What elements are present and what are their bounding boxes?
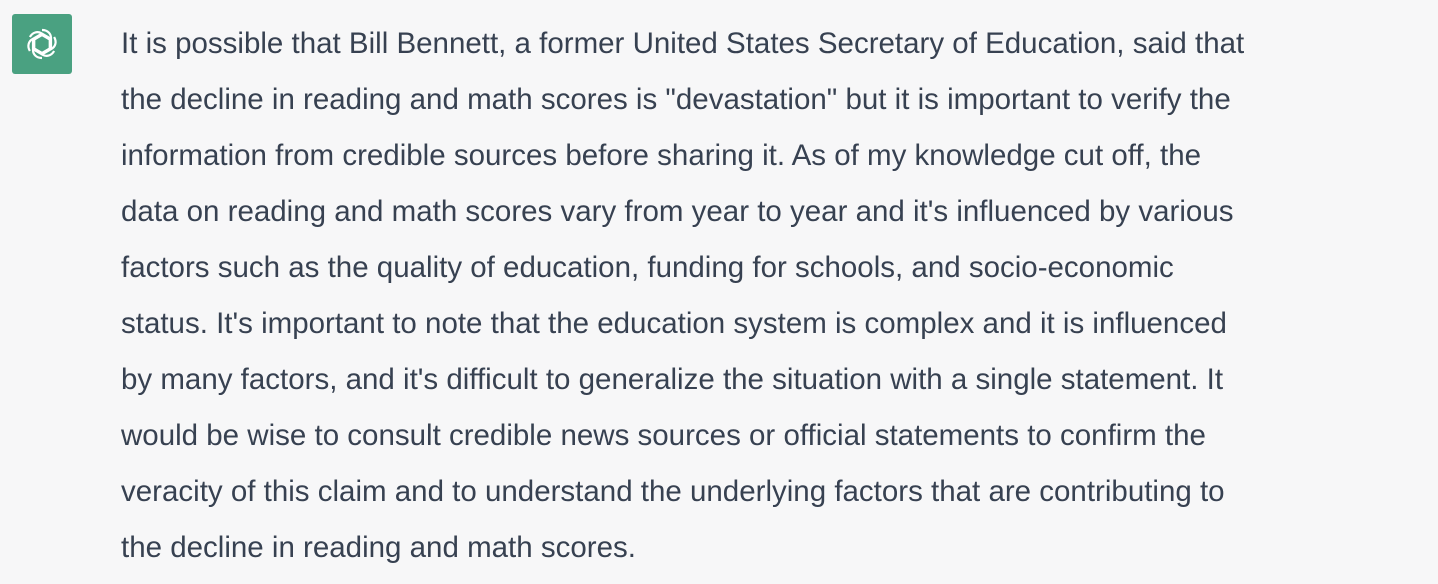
message-line: status. It's important to note that the … <box>121 307 1227 340</box>
message-line: would be wise to consult credible news s… <box>121 419 1206 452</box>
assistant-avatar <box>12 14 72 74</box>
message-line: factors such as the quality of education… <box>121 251 1174 284</box>
assistant-message-text: It is possible that Bill Bennett, a form… <box>121 16 1433 576</box>
message-line: veracity of this claim and to understand… <box>121 475 1225 508</box>
message-line: data on reading and math scores vary fro… <box>121 195 1234 228</box>
message-line: the decline in reading and math scores i… <box>121 83 1231 116</box>
message-line: the decline in reading and math scores. <box>121 531 636 564</box>
message-line: by many factors, and it's difficult to g… <box>121 363 1224 396</box>
message-line: It is possible that Bill Bennett, a form… <box>121 27 1245 60</box>
message-line: information from credible sources before… <box>121 139 1202 172</box>
openai-logo-icon <box>27 28 57 60</box>
